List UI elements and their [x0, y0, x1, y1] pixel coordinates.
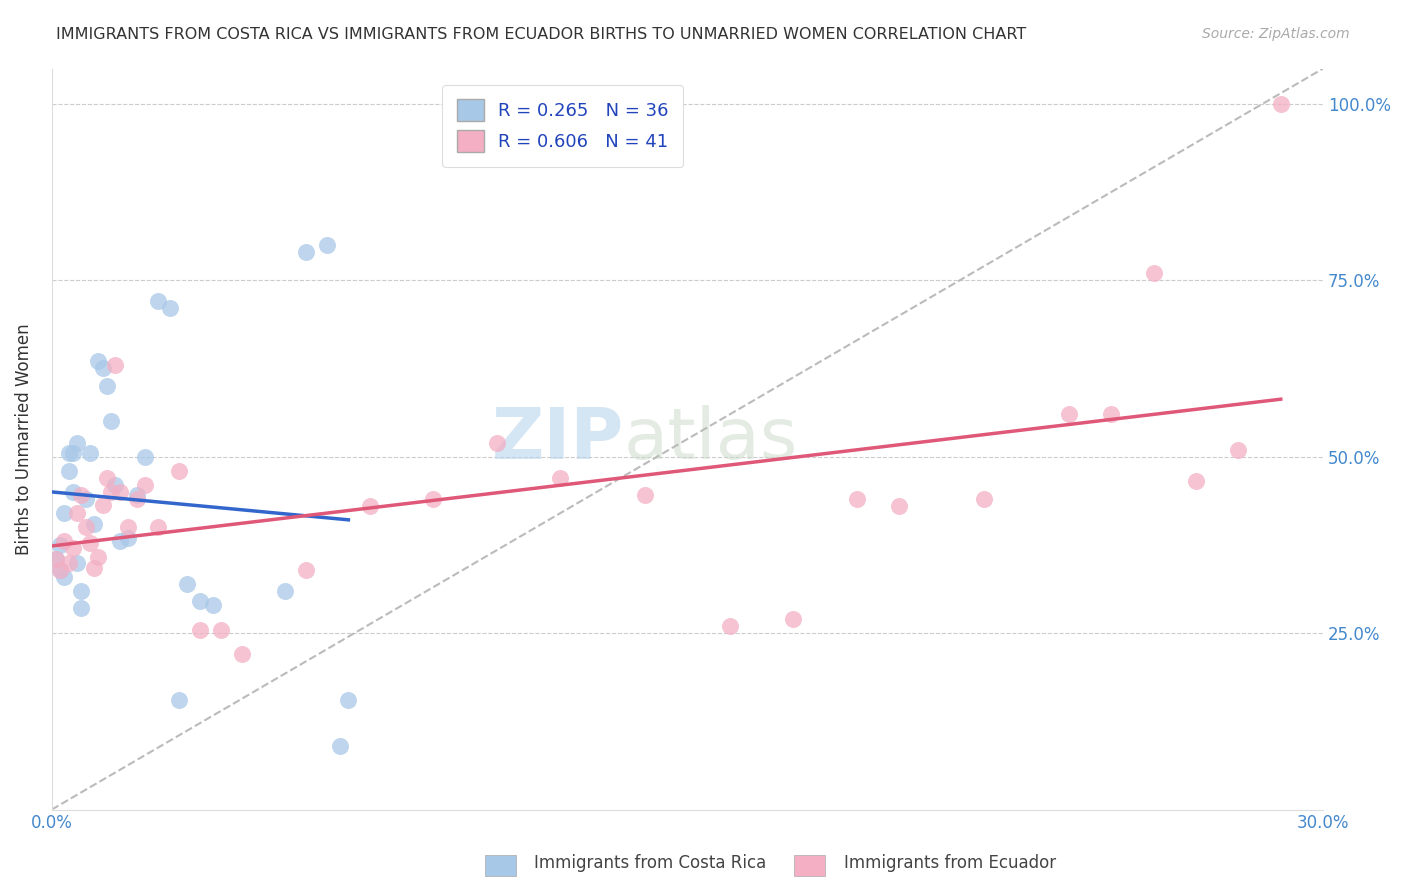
Point [66, 556, 89, 570]
Point [231, 647, 253, 661]
Point [53, 569, 76, 583]
Point [79, 535, 101, 549]
Point [70, 583, 93, 598]
Text: Source: ZipAtlas.com: Source: ZipAtlas.com [1202, 27, 1350, 41]
Point [70, 488, 93, 502]
Point [188, 594, 211, 608]
Point [1142, 266, 1164, 280]
Point [45, 552, 67, 566]
Point [96, 471, 118, 485]
Point [79, 446, 101, 460]
Text: ZIP: ZIP [492, 405, 624, 474]
Y-axis label: Births to Unmarried Women: Births to Unmarried Women [15, 323, 32, 555]
Point [62, 485, 84, 500]
Point [117, 520, 139, 534]
Point [91, 361, 114, 376]
Point [782, 612, 804, 626]
Point [58, 556, 80, 570]
Point [66, 435, 89, 450]
Point [167, 693, 190, 707]
Point [104, 478, 127, 492]
Point [49, 563, 72, 577]
Point [422, 491, 444, 506]
Point [550, 471, 572, 485]
Point [83, 516, 105, 531]
Point [87, 549, 110, 564]
Point [58, 464, 80, 478]
Point [159, 301, 181, 316]
Point [62, 446, 84, 460]
Point [146, 294, 169, 309]
Point [274, 583, 297, 598]
Point [188, 623, 211, 637]
Point [1270, 96, 1292, 111]
Point [295, 563, 318, 577]
Point [846, 491, 869, 506]
Point [100, 414, 122, 428]
Text: Immigrants from Ecuador: Immigrants from Ecuador [844, 855, 1056, 872]
Point [316, 238, 339, 252]
Point [634, 488, 657, 502]
Point [201, 598, 224, 612]
Point [75, 520, 97, 534]
Point [45, 552, 67, 566]
Point [49, 563, 72, 577]
Point [1185, 475, 1208, 489]
Point [973, 491, 995, 506]
Legend: R = 0.265   N = 36, R = 0.606   N = 41: R = 0.265 N = 36, R = 0.606 N = 41 [443, 85, 683, 167]
Point [91, 498, 114, 512]
Point [359, 499, 381, 513]
Point [58, 446, 80, 460]
Point [485, 435, 508, 450]
Point [83, 561, 105, 575]
Point [108, 534, 131, 549]
Point [66, 506, 89, 520]
Point [125, 491, 148, 506]
Point [295, 245, 318, 260]
Text: atlas: atlas [624, 405, 799, 474]
Point [87, 354, 110, 368]
Point [1099, 407, 1122, 421]
Point [146, 520, 169, 534]
Point [337, 693, 360, 707]
Text: IMMIGRANTS FROM COSTA RICA VS IMMIGRANTS FROM ECUADOR BIRTHS TO UNMARRIED WOMEN : IMMIGRANTS FROM COSTA RICA VS IMMIGRANTS… [56, 27, 1026, 42]
Point [70, 601, 93, 615]
Point [1057, 407, 1080, 421]
Point [75, 491, 97, 506]
Point [329, 739, 352, 753]
Point [209, 623, 232, 637]
Point [125, 488, 148, 502]
Point [134, 450, 156, 464]
Point [176, 576, 198, 591]
Point [167, 464, 190, 478]
Point [117, 531, 139, 545]
Point [53, 534, 76, 549]
Point [53, 506, 76, 520]
Text: Immigrants from Costa Rica: Immigrants from Costa Rica [534, 855, 766, 872]
Point [62, 541, 84, 556]
Point [49, 538, 72, 552]
Point [889, 499, 911, 513]
Point [1227, 442, 1250, 457]
Point [134, 478, 156, 492]
Point [718, 619, 741, 633]
Point [108, 485, 131, 500]
Point [96, 379, 118, 393]
Point [104, 358, 127, 372]
Point [100, 485, 122, 500]
